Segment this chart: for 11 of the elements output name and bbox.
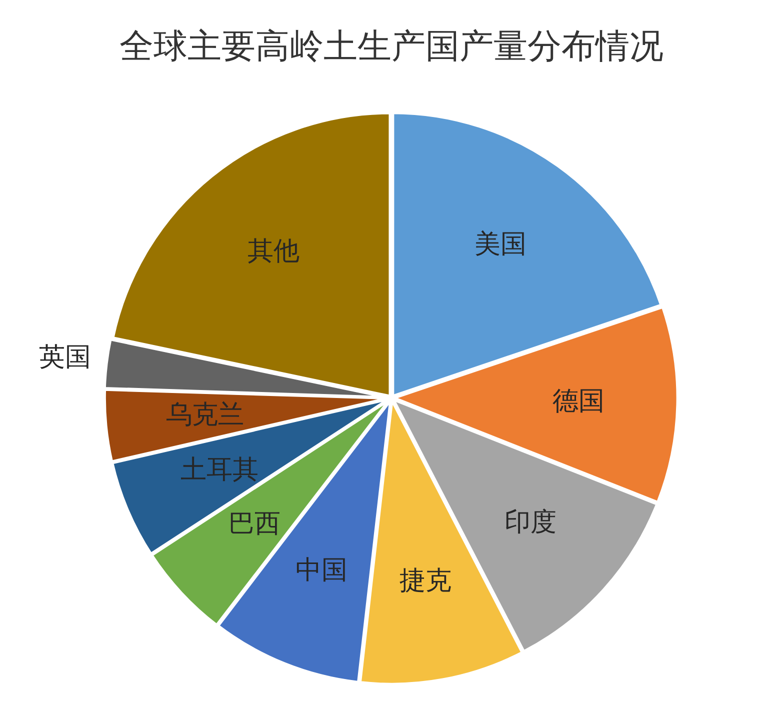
slice-label: 其他 xyxy=(248,236,300,266)
slice-label: 中国 xyxy=(296,555,348,584)
chart-title: 全球主要高岭土生产国产量分布情况 xyxy=(120,28,664,66)
slice-label: 土耳其 xyxy=(180,454,258,484)
slice-label: 德国 xyxy=(552,386,605,416)
slice-label: 捷克 xyxy=(399,566,452,595)
slice-label: 美国 xyxy=(474,230,527,259)
slice-label: 英国 xyxy=(39,342,92,372)
slice-label: 印度 xyxy=(504,507,556,536)
slice-label: 巴西 xyxy=(228,509,280,538)
slice-label: 乌克兰 xyxy=(166,400,244,429)
